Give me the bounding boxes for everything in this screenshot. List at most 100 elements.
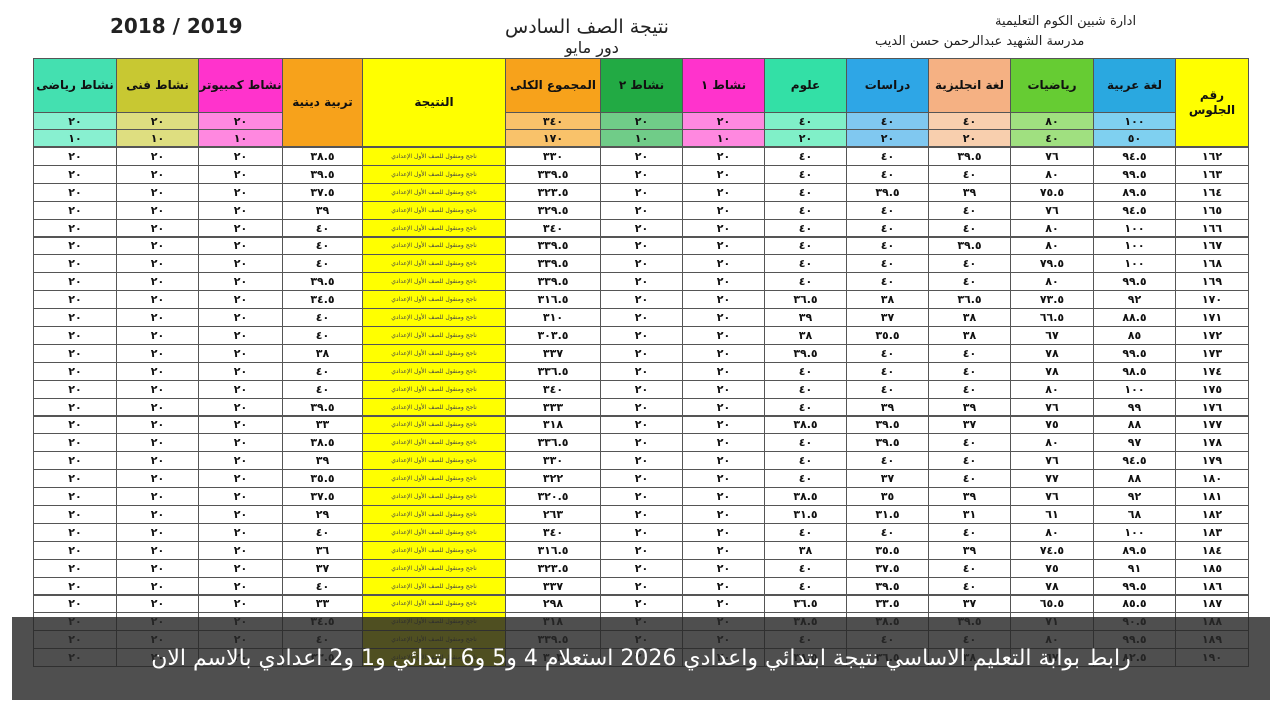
score: ٢٦٣ (505, 505, 601, 524)
score: ٢٠ (600, 290, 683, 310)
score: ٧٦ (1010, 397, 1094, 417)
score: ٢٠ (198, 558, 283, 578)
score: ٤٠ (764, 469, 847, 489)
score: ١٦٧ (1175, 236, 1249, 256)
score: ٣٩.٥ (846, 576, 929, 596)
score: ٦٧ (1010, 326, 1094, 345)
score: ١٠٠ (1093, 254, 1176, 274)
score: ١٨٤ (1175, 540, 1249, 560)
score: ٢٠ (682, 469, 765, 489)
column-header: نشاط رياضى (33, 58, 117, 113)
score: ٨٠ (1010, 218, 1094, 238)
score: ١٠٠ (1093, 522, 1176, 542)
score: ٢٠ (33, 218, 117, 238)
result: ناجح ومنقول للصف الأول الإعدادي (362, 290, 506, 310)
min-score: ١٠ (198, 129, 283, 147)
score: ٢٠ (116, 522, 199, 542)
subtitle: دور مايو (565, 38, 619, 57)
score: ٢٠ (198, 147, 283, 166)
score: ٧٤.٥ (1010, 540, 1094, 560)
score: ٣٥ (846, 487, 929, 506)
score: ٢٠ (33, 397, 117, 417)
score: ٢٠ (116, 254, 199, 274)
score: ٣٣ (282, 415, 363, 435)
score: ٩٩.٥ (1093, 343, 1176, 363)
score: ٢٠ (682, 415, 765, 435)
score: ١٨٧ (1175, 594, 1249, 614)
score: ٣٣٣ (505, 397, 601, 417)
score: ١٧٩ (1175, 451, 1249, 471)
score: ٣٨.٥ (764, 415, 847, 435)
column-header: علوم (764, 58, 847, 113)
result: ناجح ومنقول للصف الأول الإعدادي (362, 469, 506, 489)
score: ١٧٤ (1175, 361, 1249, 381)
score: ٢٠ (600, 594, 683, 614)
score: ١٨١ (1175, 487, 1249, 506)
score: ٤٠ (846, 343, 929, 363)
score: ٤٠ (764, 254, 847, 274)
score: ٢٠ (198, 540, 283, 560)
score: ٢٠ (600, 254, 683, 274)
score: ٤٠ (846, 451, 929, 471)
score: ١٠٠ (1093, 218, 1176, 238)
score: ٢٠ (600, 361, 683, 381)
score: ٢٠ (198, 397, 283, 417)
score: ١٧٥ (1175, 379, 1249, 399)
score: ٤٠ (846, 254, 929, 274)
result: ناجح ومنقول للصف الأول الإعدادي (362, 558, 506, 578)
score: ٣٩.٥ (928, 236, 1011, 256)
score: ٢٠ (682, 290, 765, 310)
score: ٩١ (1093, 558, 1176, 578)
result: ناجح ومنقول للصف الأول الإعدادي (362, 379, 506, 399)
score: ٤٠ (282, 254, 363, 274)
score: ٤٠ (764, 576, 847, 596)
score: ٤٠ (846, 379, 929, 399)
score: ٢٠ (682, 361, 765, 381)
score: ٣٥.٥ (846, 326, 929, 345)
score: ٣٧ (282, 558, 363, 578)
score: ٣٢٩.٥ (505, 200, 601, 220)
score: ٨٨.٥ (1093, 308, 1176, 327)
score: ١٧٢ (1175, 326, 1249, 345)
min-score: ١٠ (33, 129, 117, 147)
score: ٧٥ (1010, 558, 1094, 578)
score: ١٧٠ (1175, 290, 1249, 310)
score: ٣٣٩.٥ (505, 236, 601, 256)
score: ٣٧ (846, 308, 929, 327)
score: ٢٠ (198, 594, 283, 614)
score: ٣٩.٥ (846, 182, 929, 202)
score: ٨٠ (1010, 272, 1094, 292)
score: ٢٠ (198, 164, 283, 184)
score: ٢٠ (600, 540, 683, 560)
score: ٤٠ (846, 147, 929, 166)
score: ٤٠ (846, 218, 929, 238)
score: ٢٠ (198, 290, 283, 310)
score: ٢٠ (116, 540, 199, 560)
score: ٤٠ (928, 343, 1011, 363)
score: ٢٠ (682, 594, 765, 614)
score: ٢٠ (33, 469, 117, 489)
score: ٣٩.٥ (846, 433, 929, 453)
min-score: ٢٠ (846, 129, 929, 147)
score: ٤٠ (764, 433, 847, 453)
score: ٢٠ (600, 397, 683, 417)
score: ٣٤.٥ (282, 290, 363, 310)
column-header: لغة عربية (1093, 58, 1176, 113)
score: ٢٠ (198, 254, 283, 274)
score: ٤٠ (928, 272, 1011, 292)
result: ناجح ومنقول للصف الأول الإعدادي (362, 433, 506, 453)
score: ٤٠ (764, 361, 847, 381)
result: ناجح ومنقول للصف الأول الإعدادي (362, 451, 506, 471)
score: ٢٠ (600, 433, 683, 453)
score: ٧٨ (1010, 343, 1094, 363)
score: ٩٩.٥ (1093, 576, 1176, 596)
score: ٣١٦.٥ (505, 540, 601, 560)
score: ٢٠ (600, 379, 683, 399)
score: ٨٠ (1010, 522, 1094, 542)
score: ٨٥.٥ (1093, 594, 1176, 614)
score: ٣٩.٥ (846, 415, 929, 435)
score: ٣١.٥ (764, 505, 847, 524)
title: نتيجة الصف السادس (505, 16, 669, 38)
score: ٢٠ (116, 200, 199, 220)
score: ٢٠ (33, 254, 117, 274)
